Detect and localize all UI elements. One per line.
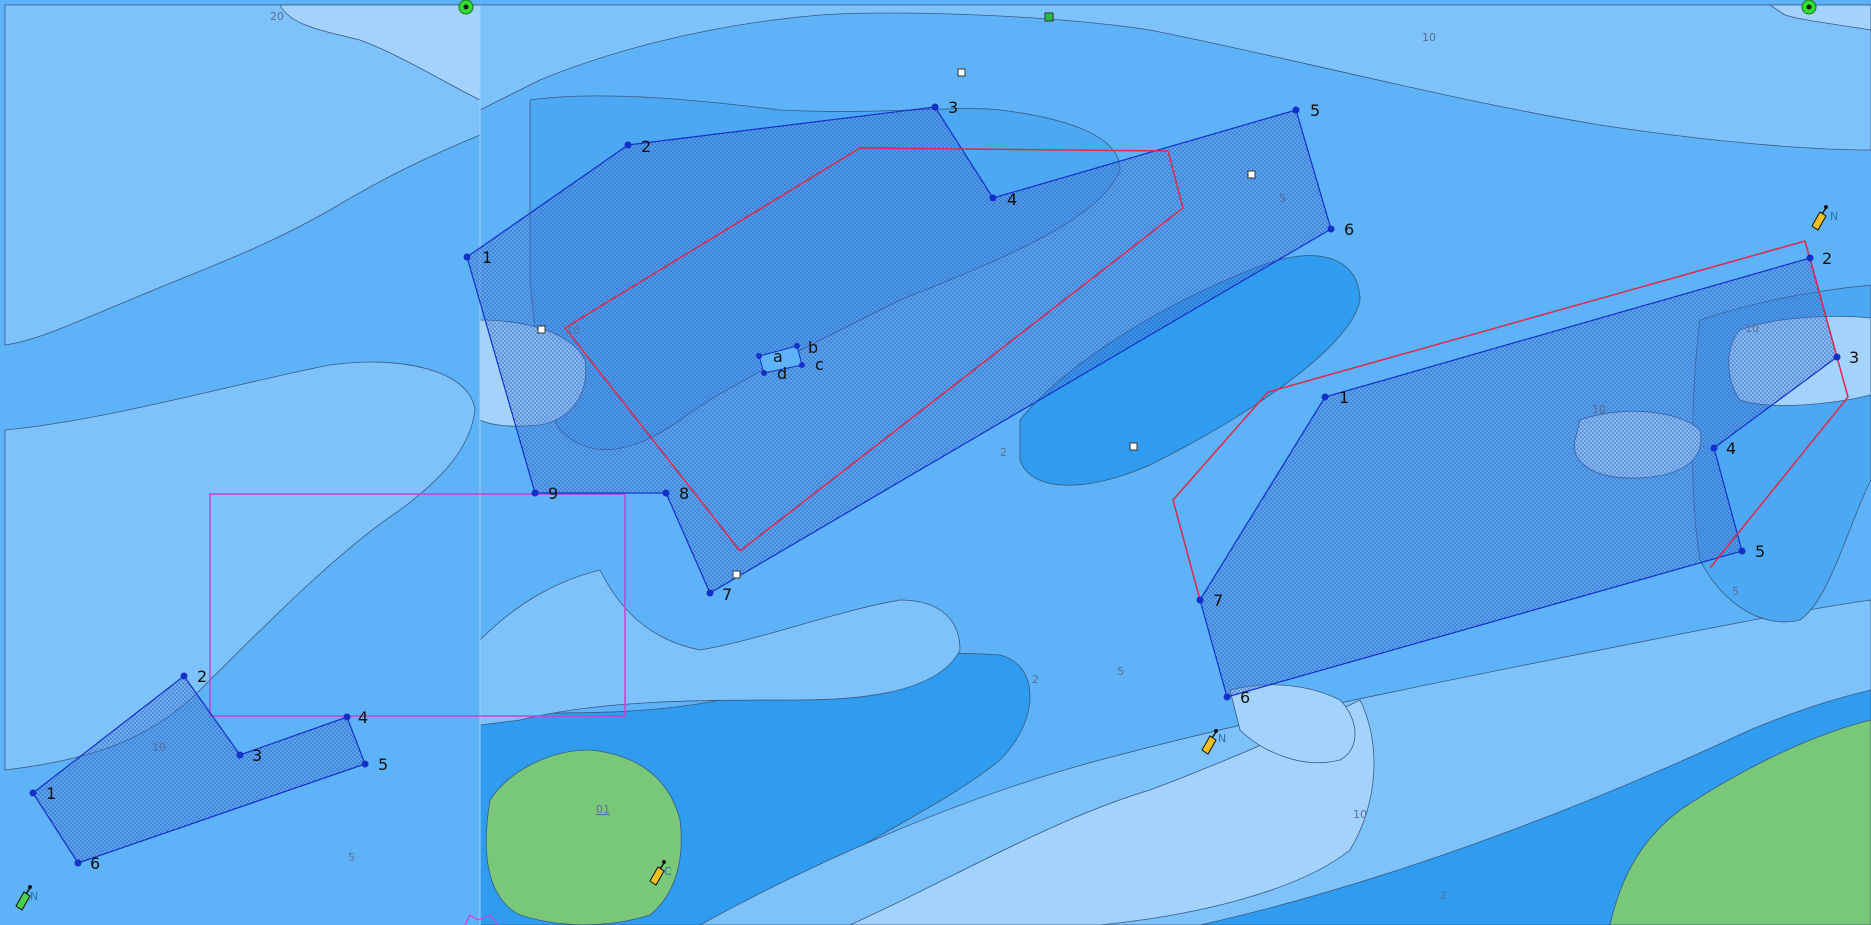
area-a-hole-vertex-a-label: a bbox=[773, 347, 783, 366]
area-a-vertex-9-label: 9 bbox=[548, 484, 558, 503]
area-a-hole-vertex-c-label: c bbox=[815, 355, 824, 374]
area-a-vertex-6-label: 6 bbox=[1344, 220, 1354, 239]
depth-label-5-b: 5 bbox=[1117, 665, 1124, 678]
green-beacon-icon[interactable] bbox=[458, 0, 474, 15]
area-c-vertex-1-label: 1 bbox=[46, 784, 56, 803]
area-a-hole-vertex-b-label: b bbox=[808, 338, 818, 357]
area-c-vertex-3-label: 3 bbox=[252, 746, 262, 765]
area-c-vertex-2-label: 2 bbox=[197, 667, 207, 686]
area-b-vertex-6-label: 6 bbox=[1240, 688, 1250, 707]
area-a-vertex-4-label: 4 bbox=[1007, 190, 1017, 209]
shallow-zone-left bbox=[4, 4, 481, 346]
sounding-square-icon[interactable] bbox=[537, 68, 1256, 579]
red-outline-left[interactable] bbox=[563, 147, 1184, 552]
buoy-label-middle: N bbox=[1218, 732, 1226, 745]
area-a-vertex-3-label: 3 bbox=[948, 98, 958, 117]
area-c-vertex-5-label: 5 bbox=[378, 755, 388, 774]
shallow-zone-center bbox=[479, 569, 961, 726]
buoy-label-right: N bbox=[1830, 210, 1838, 223]
area-a-hole-vertex-d-label: d bbox=[777, 364, 787, 383]
depth-label-10-bottom: 10 bbox=[1353, 808, 1367, 821]
area-b-vertex-3-label: 3 bbox=[1849, 348, 1859, 367]
depth-label-10-top: 10 bbox=[1422, 31, 1436, 44]
area-b-vertex-markers bbox=[1196, 254, 1841, 701]
area-c-vertex-markers bbox=[29, 672, 369, 867]
very-shallow-zone-bottom bbox=[849, 699, 1375, 925]
green-beacon-icon[interactable] bbox=[1801, 0, 1817, 15]
depth-label-5-a: 5 bbox=[348, 851, 355, 864]
area-a-vertex-7-label: 7 bbox=[722, 585, 732, 604]
island-land bbox=[485, 749, 682, 925]
lateral-buoy-icon[interactable]: N bbox=[15, 885, 38, 911]
depth-label-10-left: 10 bbox=[152, 741, 166, 754]
area-a-polygon[interactable] bbox=[466, 106, 1332, 594]
area-b-vertex-4-label: 4 bbox=[1726, 439, 1736, 458]
depth-label-20: 20 bbox=[270, 10, 284, 23]
area-a-vertex-8-label: 8 bbox=[679, 484, 689, 503]
area-a-vertex-markers bbox=[463, 103, 1335, 597]
area-b-vertex-1-label: 1 bbox=[1339, 388, 1349, 407]
area-a-vertex-1-label: 1 bbox=[482, 248, 492, 267]
depth-label-2-c: 2 bbox=[1440, 889, 1447, 902]
area-b-vertex-7-label: 7 bbox=[1213, 591, 1223, 610]
lateral-buoy-icon[interactable]: C bbox=[649, 860, 672, 886]
depth-label-5-d: 5 bbox=[1732, 585, 1739, 598]
depth-label-10-mid: 10 bbox=[1592, 403, 1606, 416]
area-b-vertex-5-label: 5 bbox=[1755, 542, 1765, 561]
red-outline-right[interactable] bbox=[1172, 240, 1849, 601]
depth-label-10-right: 10 bbox=[566, 324, 580, 337]
buoy-label-island: C bbox=[664, 865, 672, 878]
depth-label-10-mid2: 10 bbox=[1745, 322, 1759, 335]
area-c-vertex-4-label: 4 bbox=[358, 708, 368, 727]
area-b-vertex-2-label: 2 bbox=[1822, 249, 1832, 268]
land-southeast bbox=[1609, 719, 1871, 925]
area-a-vertex-5-label: 5 bbox=[1310, 101, 1320, 120]
area-c-vertex-6-label: 6 bbox=[90, 854, 100, 873]
magenta-box-area[interactable] bbox=[209, 493, 626, 717]
depth-label-2-a: 2 bbox=[1000, 446, 1007, 459]
area-a-vertex-2-label: 2 bbox=[641, 137, 651, 156]
depth-label-5-c: 5 bbox=[1279, 192, 1286, 205]
lateral-buoy-icon[interactable]: N bbox=[1201, 729, 1226, 755]
depth-label-01: 01 bbox=[596, 803, 610, 816]
green-square-icon[interactable] bbox=[1044, 12, 1054, 22]
shallow-band-top bbox=[479, 4, 1871, 151]
magenta-marker bbox=[464, 914, 499, 925]
very-shallow-zone-mid bbox=[1229, 684, 1356, 764]
depth-label-2-b: 2 bbox=[1032, 673, 1039, 686]
lateral-buoy-icon[interactable]: N bbox=[1811, 205, 1838, 231]
very-shallow-zone-topleft bbox=[279, 4, 481, 101]
buoy-label-bottom-left: N bbox=[30, 890, 38, 903]
